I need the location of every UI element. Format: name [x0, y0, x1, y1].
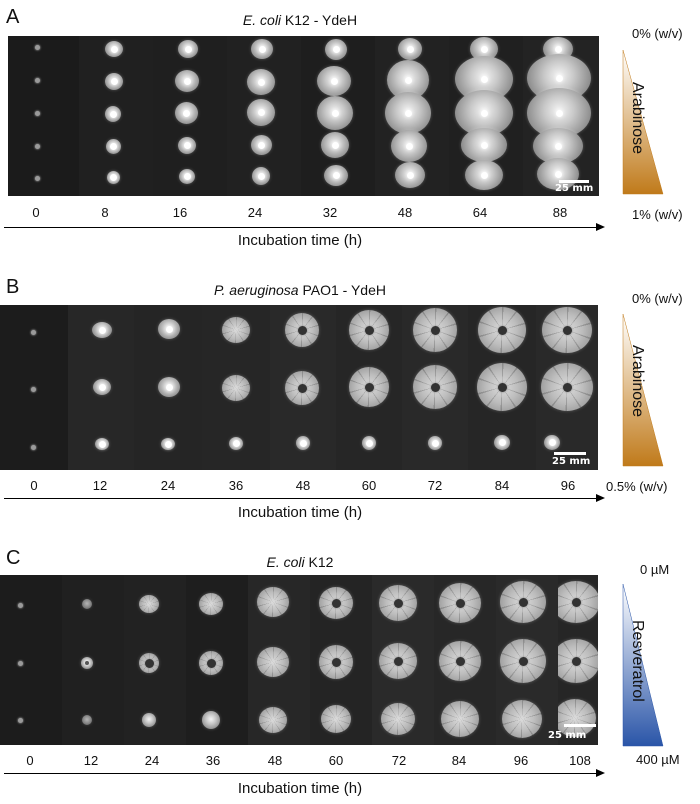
panel-c-frame [434, 575, 496, 745]
panel-b-gradient-label: Arabinose [629, 345, 646, 418]
panel-b-concentration-wedge [622, 313, 664, 467]
panel-a-title: E. coli K12 - YdeH [0, 12, 600, 28]
panel-b-axis-arrowhead [596, 494, 605, 502]
time-tick-label: 0 [32, 205, 40, 220]
panel-b-title-species: P. aeruginosa [213, 282, 299, 298]
panel-a-frame [8, 36, 79, 196]
panel-a-title-strain: K12 - YdeH [281, 12, 358, 28]
panel-c-axis-arrowhead [596, 769, 605, 777]
panel-b-frame [202, 305, 270, 470]
time-tick-label: 16 [172, 205, 188, 220]
panel-c-gradient-label: Resveratrol [629, 620, 646, 702]
panel-b-frame: 25 mm [536, 305, 598, 470]
panel-c-title-species: E. coli [266, 554, 305, 570]
time-tick-label: 96 [560, 478, 576, 493]
time-tick-label: 48 [267, 753, 283, 768]
panel-a-title-species: E. coli [242, 12, 282, 28]
panel-a-time-labels: 0 8 16 24 32 48 64 88 [0, 205, 600, 223]
time-tick-label: 36 [228, 478, 244, 493]
time-tick-label: 60 [328, 753, 344, 768]
panel-b-frame [402, 305, 468, 470]
panel-a-gradient-top: 0% (w/v) [632, 26, 683, 41]
panel-c-frame [186, 575, 248, 745]
time-tick-label: 36 [205, 753, 221, 768]
panel-b-title: P. aeruginosa PAO1 - YdeH [0, 282, 600, 298]
panel-a-gradient-label: Arabinose [629, 82, 646, 155]
time-tick-label: 48 [397, 205, 413, 220]
time-tick-label: 88 [552, 205, 568, 220]
panel-c-frame [0, 575, 62, 745]
time-tick-label: 72 [427, 478, 443, 493]
panel-b-letter: B [6, 276, 20, 298]
panel-b-frame [134, 305, 202, 470]
time-tick-label: 24 [144, 753, 160, 768]
time-tick-label: 84 [494, 478, 510, 493]
time-tick-label: 64 [472, 205, 488, 220]
panel-c-gradient-bottom: 400 µM [636, 752, 680, 767]
panel-b-scale-bar-label: 25 mm [552, 456, 591, 467]
time-tick-label: 12 [83, 753, 99, 768]
time-tick-label: 0 [26, 753, 34, 768]
panel-a-frame [449, 36, 523, 196]
time-tick-label: 72 [391, 753, 407, 768]
panel-a-frame [153, 36, 227, 196]
panel-b-frame [270, 305, 336, 470]
panel-a-concentration-wedge [622, 49, 664, 195]
panel-a-letter: A [6, 6, 20, 28]
panel-c-frame [124, 575, 186, 745]
panel-c-frame [248, 575, 310, 745]
panel-c-time-axis [4, 773, 597, 774]
panel-a-frame: 25 mm [523, 36, 599, 196]
panel-c-concentration-wedge [622, 583, 664, 747]
panel-b-gradient-bottom: 0.5% (w/v) [606, 479, 668, 494]
panel-b-frame [468, 305, 536, 470]
panel-c-frame [496, 575, 558, 745]
time-tick-label: 8 [101, 205, 109, 220]
time-tick-label: 84 [451, 753, 467, 768]
panel-c-gradient-top: 0 µM [640, 562, 670, 577]
panel-b-title-strain: PAO1 - YdeH [298, 282, 386, 298]
panel-c-letter: C [6, 547, 21, 569]
panel-a-frame [79, 36, 153, 196]
panel-b-image-strip: 25 mm [0, 305, 598, 470]
panel-b-axis-title: Incubation time (h) [237, 504, 363, 521]
panel-b-time-axis [4, 498, 597, 499]
panel-a-image-strip: 25 mm [8, 36, 599, 196]
panel-a-frame [301, 36, 375, 196]
panel-c-title-strain: K12 [304, 554, 334, 570]
panel-a-scale-bar-label: 25 mm [555, 183, 594, 194]
time-tick-label: 108 [569, 753, 591, 768]
panel-b-frame [0, 305, 68, 470]
time-tick-label: 48 [295, 478, 311, 493]
time-tick-label: 32 [322, 205, 338, 220]
panel-a-axis-arrowhead [596, 223, 605, 231]
panel-c-image-strip: 25 mm [0, 575, 598, 745]
panel-c-time-labels: 0 12 24 36 48 60 72 84 96 108 [0, 753, 600, 771]
panel-b-frame [68, 305, 134, 470]
panel-c-frame [310, 575, 372, 745]
panel-a-frame [375, 36, 449, 196]
panel-a-axis-title: Incubation time (h) [237, 232, 363, 249]
time-tick-label: 24 [247, 205, 263, 220]
panel-c-scale-bar-label: 25 mm [548, 730, 587, 741]
time-tick-label: 60 [361, 478, 377, 493]
time-tick-label: 12 [92, 478, 108, 493]
time-tick-label: 0 [30, 478, 38, 493]
time-tick-label: 96 [513, 753, 529, 768]
panel-c-axis-title: Incubation time (h) [237, 780, 363, 797]
panel-c-frame [372, 575, 434, 745]
panel-b-frame [336, 305, 402, 470]
panel-c-frame [558, 575, 598, 745]
panel-c-frame [62, 575, 124, 745]
panel-a-gradient-bottom: 1% (w/v) [632, 207, 683, 222]
time-tick-label: 24 [160, 478, 176, 493]
panel-b-time-labels: 0 12 24 36 48 60 72 84 96 [0, 478, 600, 496]
panel-a-frame [227, 36, 301, 196]
panel-c-title: E. coli K12 [0, 554, 600, 570]
panel-b-gradient-top: 0% (w/v) [632, 291, 683, 306]
panel-a-time-axis [4, 227, 597, 228]
